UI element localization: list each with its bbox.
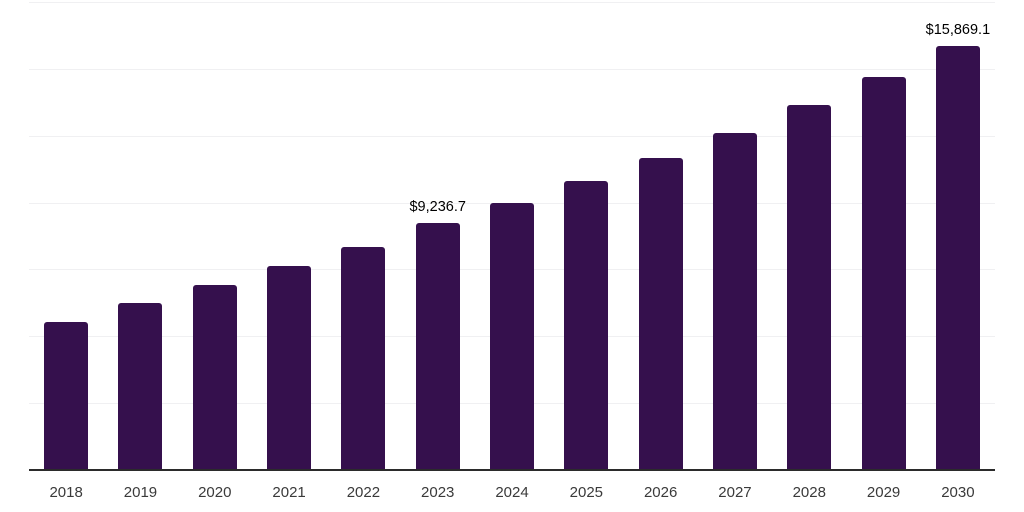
x-axis-label-2019: 2019: [123, 484, 158, 501]
x-axis-label-2020: 2020: [198, 484, 232, 501]
bar-2018: [44, 321, 89, 470]
x-axis-line: [29, 469, 995, 471]
bar-2023: [415, 222, 460, 470]
x-axis-label-2022: 2022: [346, 484, 381, 501]
bar-slot: [326, 2, 400, 470]
bar-slot: $15,869.1: [921, 2, 995, 470]
bar-slot: $9,236.7: [401, 2, 475, 470]
plot-area: $9,236.7 $15,869.1: [29, 2, 995, 470]
value-label-2030: $15,869.1: [925, 22, 991, 39]
x-axis-label-2024: 2024: [495, 484, 529, 501]
x-axis-label-2030: 2030: [941, 484, 975, 501]
bar-2020: [192, 284, 237, 470]
bar-slot: [178, 2, 252, 470]
bar-slot: [846, 2, 920, 470]
x-axis-label-2023: 2023: [421, 484, 455, 501]
x-axis-label-2026: 2026: [643, 484, 678, 501]
x-axis-label-2029: 2029: [866, 484, 901, 501]
bar-slot: [549, 2, 623, 470]
bar-slot: [475, 2, 549, 470]
gridline: [29, 2, 995, 3]
value-label-2023: $9,236.7: [409, 199, 466, 216]
x-axis-label-2028: 2028: [792, 484, 826, 501]
gridline: [29, 202, 995, 204]
bar-slot: [772, 2, 846, 470]
bar-2025: [564, 181, 609, 470]
bar-2027: [712, 133, 757, 470]
x-axis-label-2018: 2018: [49, 484, 83, 501]
bar-2026: [638, 158, 683, 470]
bar-2022: [341, 246, 386, 470]
x-axis-labels: 2018 2019 2020 2021 2022 2023 2024 2025 2026 2027…: [29, 484, 995, 502]
bar-series: $9,236.7 $15,869.1: [29, 2, 995, 470]
bar-2029: [861, 76, 906, 470]
bar-2028: [787, 104, 832, 470]
bar-slot: [103, 2, 177, 470]
bar-slot: [698, 2, 772, 470]
gridline: [29, 135, 995, 137]
bar-2019: [118, 303, 163, 470]
bar-slot: [624, 2, 698, 470]
bar-2030: [935, 45, 980, 470]
bar-2021: [267, 265, 312, 470]
x-axis-label-2027: 2027: [718, 484, 752, 501]
gridline: [29, 68, 995, 70]
x-axis-label-2025: 2025: [569, 484, 604, 501]
x-axis-label-2021: 2021: [272, 484, 306, 501]
bar-slot: [252, 2, 326, 470]
bar-slot: [29, 2, 103, 470]
bar-2024: [490, 203, 535, 470]
